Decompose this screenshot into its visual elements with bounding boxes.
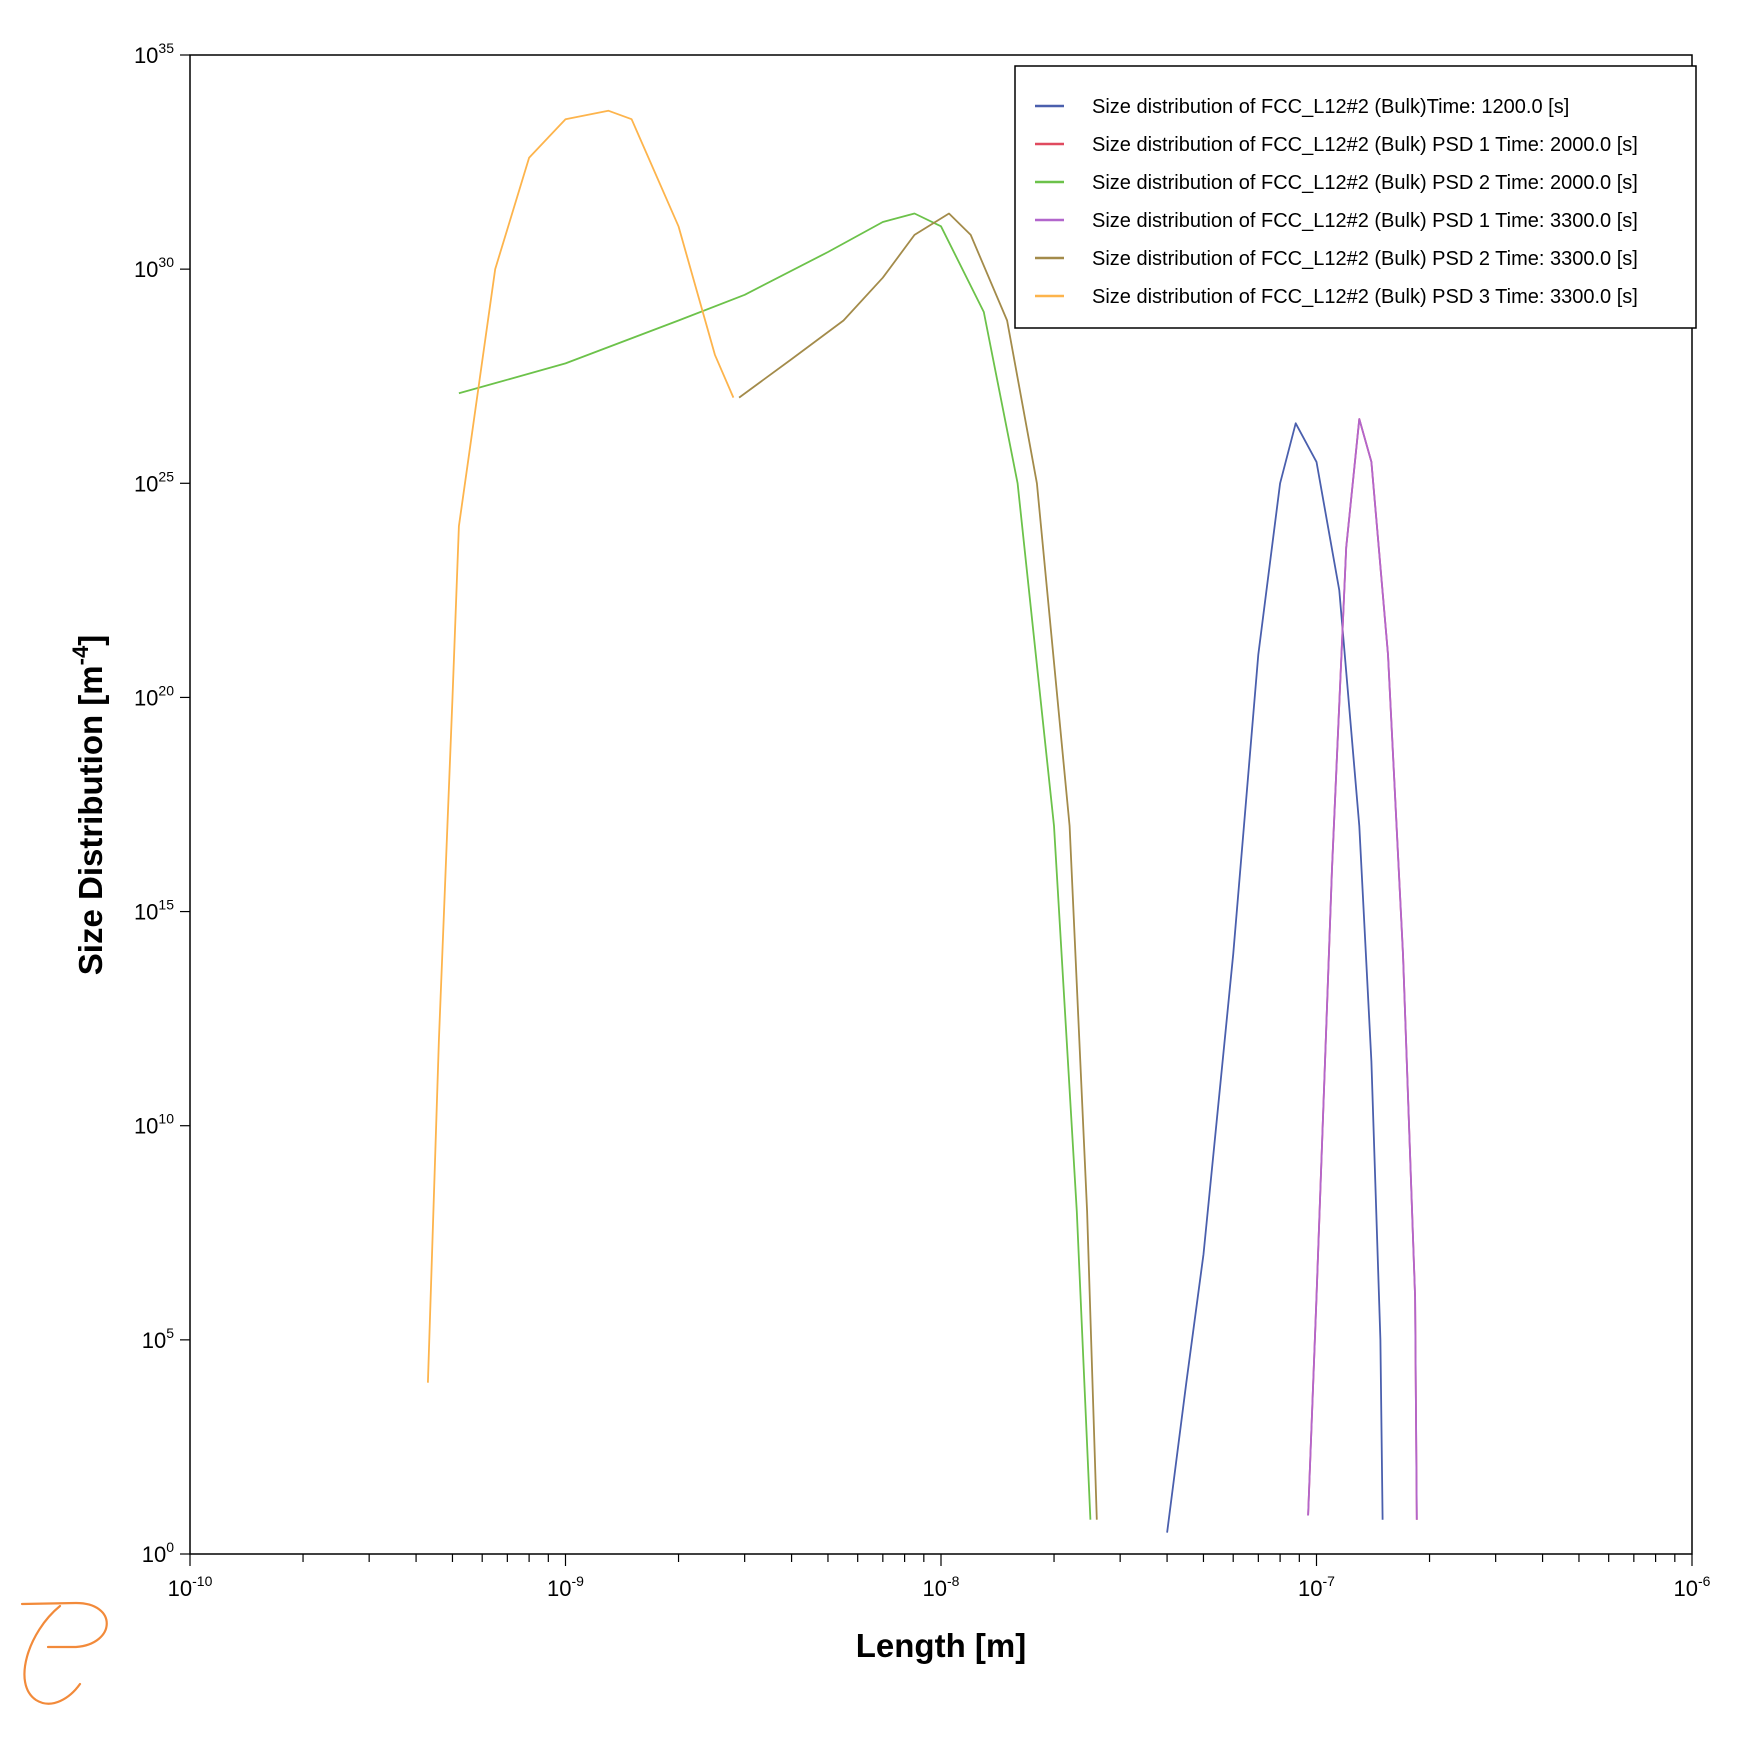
x-tick-label-exponent: -7 [1323, 1573, 1336, 1589]
x-axis-ticks [189, 1554, 1693, 1566]
x-tick-label-base: 10 [1298, 1576, 1322, 1601]
y-tick-label: 1020 [134, 682, 174, 710]
x-tick-label-base: 10 [1674, 1576, 1698, 1601]
y-axis-title-base: Size Distribution [m [72, 665, 109, 975]
x-tick-label-exponent: -6 [1698, 1573, 1711, 1589]
y-tick-label-base: 10 [134, 1114, 158, 1139]
x-tick-label-exponent: -8 [947, 1573, 960, 1589]
x-tick-label-base: 10 [547, 1576, 571, 1601]
series-layer [427, 109, 1418, 1533]
y-axis-title: Size Distribution [m-4] [68, 635, 109, 975]
y-tick-label: 1035 [134, 40, 174, 68]
y-tick-label-exponent: 20 [158, 682, 174, 698]
legend: Size distribution of FCC_L12#2 (Bulk)Tim… [1014, 65, 1697, 329]
x-tick-label-exponent: -9 [572, 1573, 585, 1589]
y-axis-title-exponent: -4 [68, 645, 93, 665]
y-tick-label: 1015 [134, 897, 174, 925]
series-line-1 [1166, 422, 1384, 1533]
y-tick-label-exponent: 35 [158, 40, 174, 56]
y-tick-label-exponent: 30 [158, 254, 174, 270]
legend-label: Size distribution of FCC_L12#2 (Bulk) PS… [1092, 248, 1638, 270]
y-tick-label-exponent: 25 [158, 468, 174, 484]
y-tick-label-exponent: 15 [158, 897, 174, 913]
x-axis-title: Length [m] [856, 1627, 1026, 1664]
series-line-3 [458, 212, 1092, 1520]
x-tick-label-base: 10 [168, 1576, 192, 1601]
x-tick-label: 10-7 [1298, 1573, 1335, 1601]
y-tick-label-base: 10 [134, 43, 158, 68]
x-tick-label: 10-9 [547, 1573, 584, 1601]
legend-label: Size distribution of FCC_L12#2 (Bulk) PS… [1092, 210, 1638, 232]
y-tick-label-base: 10 [134, 257, 158, 282]
y-tick-label-exponent: 0 [166, 1539, 174, 1555]
logo-stroke-upper [20, 1601, 108, 1649]
y-tick-label-base: 10 [134, 900, 158, 925]
legend-label: Size distribution of FCC_L12#2 (Bulk) PS… [1092, 172, 1638, 194]
series-line-2 [1307, 418, 1418, 1520]
publisher-logo [20, 1601, 108, 1705]
y-tick-label-base: 10 [142, 1542, 166, 1567]
series-line-4 [1307, 418, 1418, 1520]
legend-box [1014, 65, 1697, 329]
legend-label: Size distribution of FCC_L12#2 (Bulk) PS… [1092, 134, 1638, 156]
x-tick-label: 10-6 [1674, 1573, 1711, 1601]
series-line-6 [427, 109, 735, 1383]
x-tick-label-exponent: -10 [192, 1573, 212, 1589]
x-tick-label: 10-8 [923, 1573, 960, 1601]
y-tick-label: 1030 [134, 254, 174, 282]
y-tick-label: 1025 [134, 468, 174, 496]
legend-label: Size distribution of FCC_L12#2 (Bulk) PS… [1092, 286, 1638, 308]
y-tick-label: 1010 [134, 1111, 174, 1139]
y-axis-title-close: ] [72, 635, 109, 646]
x-axis-tick-labels: 10-10 10-9 10-8 10-7 10-6 [168, 1573, 1711, 1601]
y-tick-label-base: 10 [134, 471, 158, 496]
y-tick-label-exponent: 10 [158, 1111, 174, 1127]
series-line-5 [738, 212, 1098, 1520]
y-tick-label-exponent: 5 [166, 1325, 174, 1341]
x-tick-label: 10-10 [168, 1573, 213, 1601]
y-tick-label-base: 10 [142, 1328, 166, 1353]
x-tick-label-base: 10 [923, 1576, 947, 1601]
y-axis-ticks [180, 54, 190, 1555]
y-tick-label-base: 10 [134, 685, 158, 710]
legend-label: Size distribution of FCC_L12#2 (Bulk)Tim… [1092, 96, 1569, 118]
y-tick-label: 100 [142, 1539, 174, 1567]
logo-stroke-lower [23, 1604, 82, 1705]
y-tick-label: 105 [142, 1325, 174, 1353]
